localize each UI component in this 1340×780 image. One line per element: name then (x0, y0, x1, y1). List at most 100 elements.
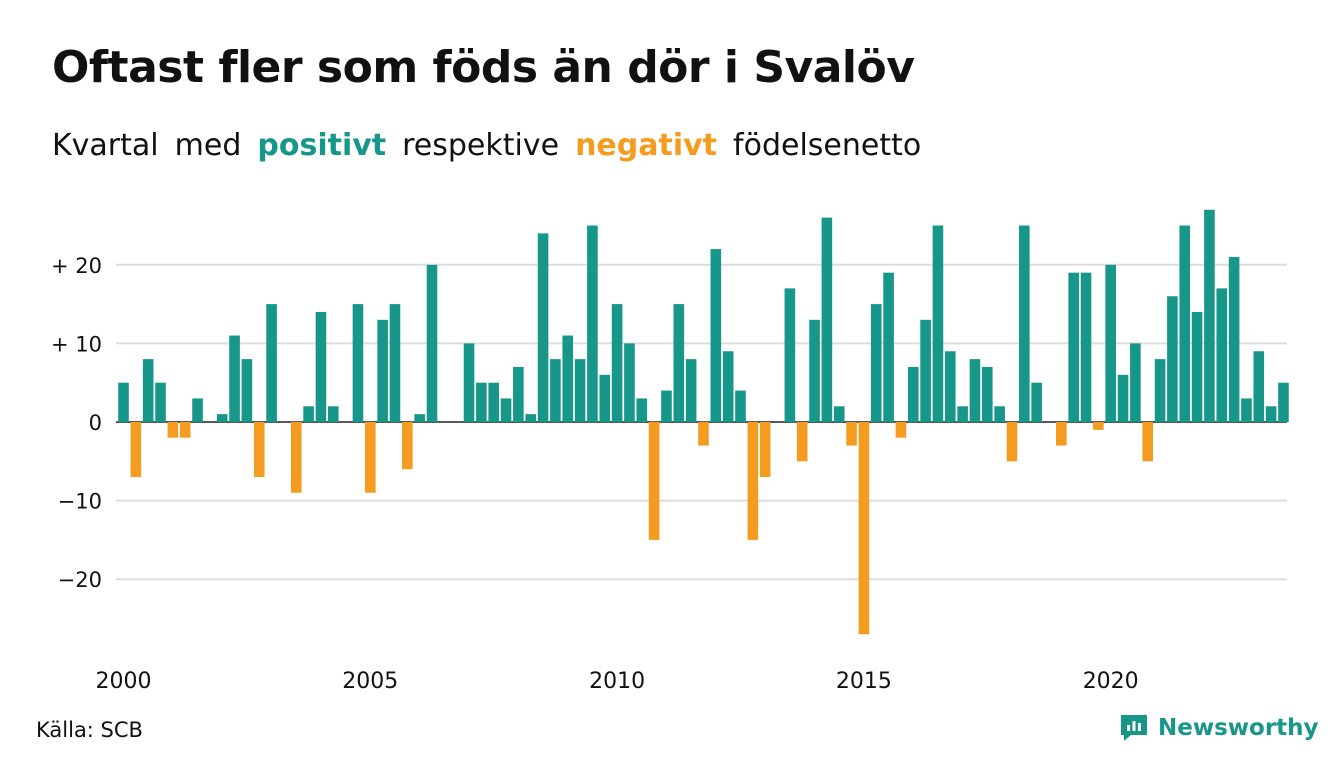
subtitle-word: födelsenetto (733, 128, 922, 163)
y-tick-label: + 10 (51, 332, 102, 356)
bar (907, 366, 919, 422)
bar (253, 422, 265, 478)
bar (229, 335, 240, 422)
bars (118, 209, 1289, 635)
subtitle-word: Kvartal (52, 128, 159, 163)
bar (1228, 256, 1240, 422)
bar (1216, 288, 1228, 422)
bar (920, 319, 931, 422)
bar (969, 359, 981, 422)
bar (463, 343, 475, 422)
subtitle-word: med (174, 128, 242, 163)
bar (821, 217, 833, 422)
bar (685, 359, 697, 422)
bar-chart: + 20 + 10 0 −10 −20 2000 2005 2010 2015 2020 (51, 209, 1289, 694)
bar (1031, 382, 1042, 422)
bar (192, 398, 203, 422)
bar (426, 264, 438, 422)
bar (1278, 382, 1289, 422)
bar (1056, 422, 1067, 446)
bar (377, 319, 388, 422)
bar (402, 422, 413, 470)
bar (365, 422, 376, 493)
bar (722, 351, 734, 422)
bar (315, 311, 327, 422)
bar (500, 398, 512, 422)
bar (636, 398, 648, 422)
bar (537, 233, 549, 422)
bar (1179, 225, 1191, 422)
bar (142, 359, 154, 422)
x-axis-ticks: 2000 2005 2010 2015 2020 (96, 669, 1139, 694)
bar (562, 335, 574, 422)
bar (327, 406, 339, 422)
bar (870, 304, 882, 422)
bar (476, 382, 487, 422)
x-tick-label: 2000 (96, 669, 152, 694)
bar (118, 382, 129, 422)
y-axis-ticks: + 20 + 10 0 −10 −20 (51, 254, 102, 592)
bar (167, 422, 179, 438)
bar (130, 422, 142, 478)
bar (846, 422, 857, 446)
bar (1093, 422, 1104, 430)
bar (957, 406, 968, 422)
newsworthy-logo-icon (1121, 715, 1147, 741)
x-tick-label: 2015 (836, 669, 892, 694)
bar (673, 304, 685, 422)
subtitle-word: respektive (402, 128, 560, 163)
x-tick-label: 2020 (1083, 669, 1139, 694)
brand-name: Newsworthy (1158, 715, 1319, 741)
bar (895, 422, 907, 438)
bar (290, 422, 302, 493)
bar (513, 366, 524, 422)
subtitle-positive: positivt (257, 128, 387, 163)
bar (1019, 225, 1030, 422)
bar (550, 359, 561, 422)
bar (784, 288, 796, 422)
chart-title: Oftast fler som föds än dör i Svalöv (52, 42, 915, 93)
bar (1253, 351, 1265, 422)
x-tick-label: 2005 (342, 669, 398, 694)
bar (833, 406, 845, 422)
bar (710, 249, 722, 422)
bar (747, 422, 759, 540)
bar (216, 414, 228, 422)
brand-logo[interactable]: Newsworthy (1118, 712, 1319, 744)
bar (759, 422, 771, 478)
bar (648, 422, 660, 540)
bar (932, 225, 944, 422)
bar (883, 272, 894, 422)
bar (389, 304, 401, 422)
bar (488, 382, 499, 422)
chart-subtitle: Kvartal med positivt respektive negativt föde… (52, 128, 937, 163)
bar (982, 366, 993, 422)
bar (1191, 311, 1203, 422)
subtitle-negative: negativt (575, 128, 718, 163)
bar (1241, 398, 1252, 422)
bar (1204, 209, 1215, 422)
bar (994, 406, 1005, 422)
bar (1006, 422, 1018, 462)
bar (179, 422, 191, 438)
y-tick-label: −10 (58, 490, 102, 514)
bar (599, 374, 611, 422)
bar (611, 304, 623, 422)
bar (624, 343, 635, 422)
bar (1105, 264, 1116, 422)
bar (266, 304, 277, 422)
bar (944, 351, 956, 422)
bar (352, 304, 364, 422)
bar (1080, 272, 1092, 422)
bar (1117, 374, 1129, 422)
source-note: Källa: SCB (36, 718, 143, 742)
bar (1130, 343, 1141, 422)
bar (735, 390, 746, 422)
bar (661, 390, 672, 422)
bar (1265, 406, 1277, 422)
bar (525, 414, 537, 422)
bar (155, 382, 166, 422)
bar (303, 406, 314, 422)
bar (698, 422, 709, 446)
bar (574, 359, 586, 422)
